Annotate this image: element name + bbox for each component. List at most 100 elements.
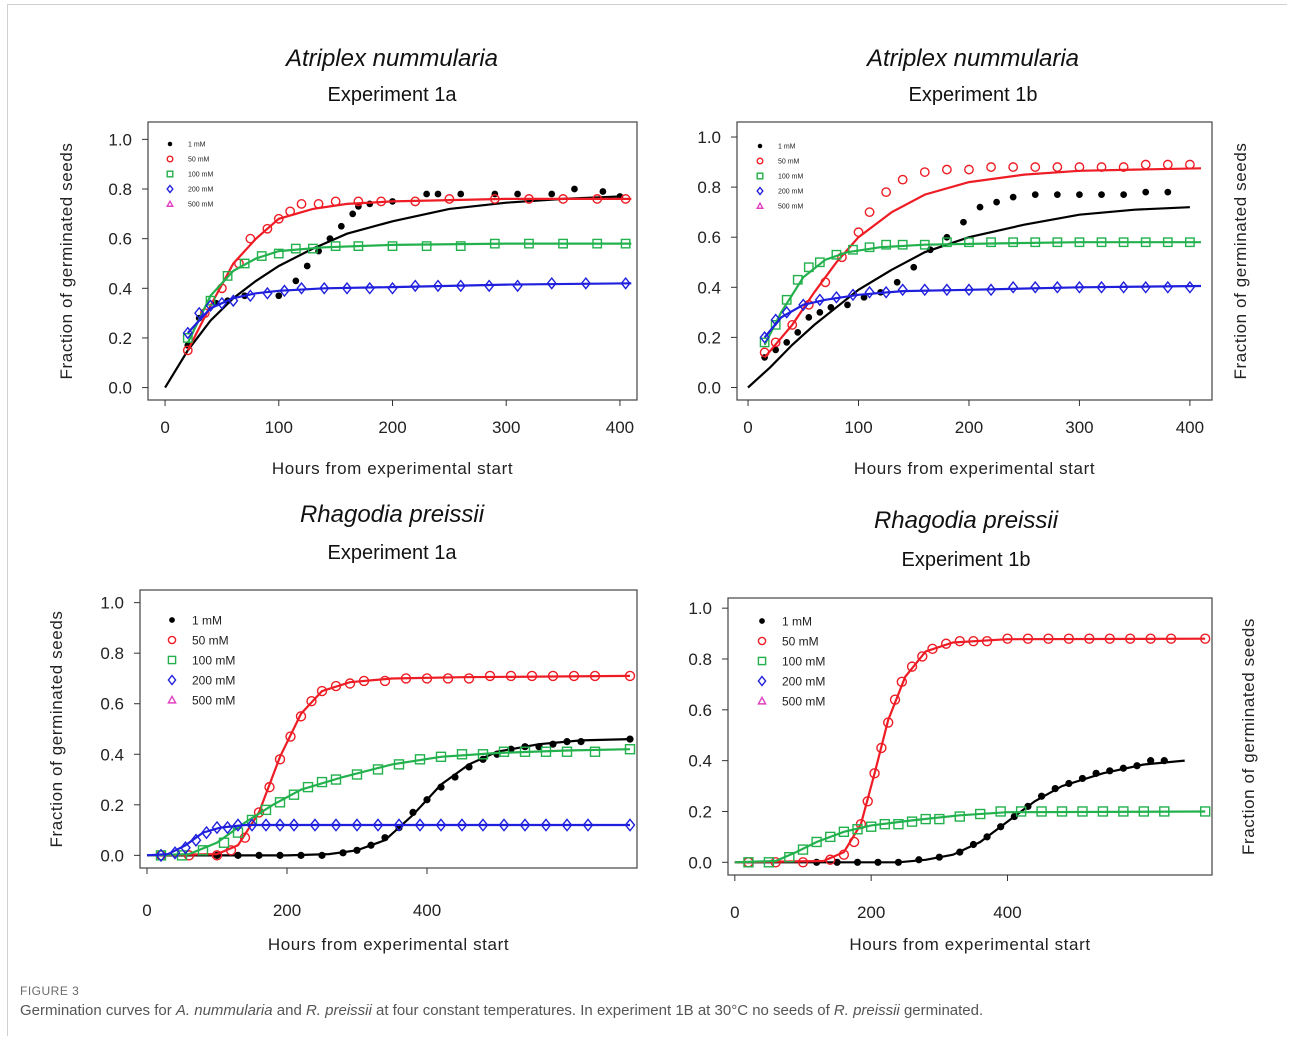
data-point (906, 816, 918, 827)
data-point (860, 293, 868, 301)
data-point (864, 242, 875, 253)
data-point (339, 849, 347, 857)
y-tick-label: 0.0 (108, 379, 132, 398)
legend-marker (167, 635, 177, 645)
data-point (954, 636, 965, 647)
data-point (997, 823, 1005, 831)
data-point (1084, 633, 1095, 644)
series (146, 670, 636, 861)
x-axis-label: Hours from experimental start (854, 459, 1095, 478)
y-axis-label: Fraction of germinated seeds (1239, 618, 1258, 855)
data-point (232, 818, 244, 832)
y-tick-label: 0.8 (697, 178, 721, 197)
x-axis-label: Hours from experimental start (849, 935, 1090, 954)
x-tick-label: 200 (955, 418, 983, 437)
data-point (253, 807, 265, 818)
data-point (853, 227, 864, 238)
data-point (351, 769, 363, 780)
data-point (279, 284, 290, 298)
data-point (1162, 280, 1173, 294)
data-point (1074, 280, 1085, 294)
series (734, 757, 1185, 866)
legend-marker (166, 199, 174, 207)
data-point (968, 636, 979, 647)
y-tick-label: 1.0 (688, 599, 712, 618)
data-point (811, 836, 822, 848)
data-point (620, 238, 631, 249)
data-point (1077, 806, 1088, 817)
y-tick-label: 0.6 (108, 230, 132, 249)
data-point (876, 742, 887, 754)
plot-area (139, 589, 638, 869)
x-tick-label: 400 (606, 418, 634, 437)
y-tick-label: 0.6 (697, 228, 721, 247)
data-point (620, 276, 631, 290)
series (146, 818, 636, 863)
data-point (985, 283, 997, 297)
legend-marker (757, 656, 767, 666)
data-point (275, 292, 283, 300)
data-point (1078, 774, 1087, 783)
x-tick-label: 400 (1176, 418, 1204, 437)
data-point (274, 818, 286, 832)
data-point (548, 190, 556, 198)
data-point (353, 846, 361, 854)
data-point (783, 339, 791, 346)
legend-label: 1 mM (782, 615, 812, 629)
data-point (865, 821, 877, 832)
legend-label: 500 mM (192, 694, 235, 708)
data-point (353, 196, 364, 207)
data-point (874, 858, 882, 866)
plot-area (736, 121, 1213, 401)
data-point (285, 731, 296, 742)
chart-title: Rhagodia preissii (874, 507, 1059, 534)
data-point (1009, 193, 1017, 201)
data-point (848, 836, 860, 848)
data-point (558, 238, 568, 249)
legend-marker (167, 674, 177, 686)
data-point (1133, 762, 1141, 770)
legend-label: 50 mM (188, 157, 210, 164)
data-point (838, 826, 850, 837)
series (182, 238, 632, 344)
y-axis-label: Fraction of germinated seeds (47, 611, 66, 848)
data-point (256, 251, 267, 261)
data-point (941, 237, 952, 248)
data-point (205, 295, 216, 306)
data-point (225, 845, 237, 856)
x-axis-label: Hours from experimental start (268, 935, 509, 954)
data-point (1184, 280, 1196, 294)
data-point (1037, 792, 1046, 800)
data-point (232, 827, 244, 838)
data-point (540, 746, 552, 757)
data-point (896, 676, 908, 688)
data-point (434, 190, 442, 198)
y-tick-label: 0.2 (108, 329, 132, 348)
legend-marker (167, 694, 177, 704)
data-point (262, 223, 273, 234)
data-point (234, 851, 242, 859)
data-point (770, 319, 781, 330)
data-point (260, 818, 272, 832)
data-point (940, 638, 952, 649)
data-point (563, 738, 571, 746)
data-point (805, 313, 813, 321)
data-point (897, 283, 908, 297)
x-tick-label: 400 (993, 903, 1021, 922)
data-point (781, 294, 792, 305)
data-point (1092, 769, 1100, 777)
chart-panel: Atriplex nummularia Experiment 1a 0.0 0.2 0.… (57, 45, 638, 478)
data-point (410, 279, 421, 293)
data-point (353, 241, 364, 252)
data-point (919, 167, 930, 177)
data-point (330, 241, 341, 252)
data-point (414, 818, 426, 832)
data-point (848, 244, 858, 255)
data-point (963, 283, 975, 297)
data-point (1052, 237, 1063, 248)
data-point (1145, 633, 1156, 644)
fit-curve (146, 674, 631, 857)
data-point (1185, 237, 1195, 248)
data-point (599, 188, 607, 195)
data-point (400, 673, 412, 684)
